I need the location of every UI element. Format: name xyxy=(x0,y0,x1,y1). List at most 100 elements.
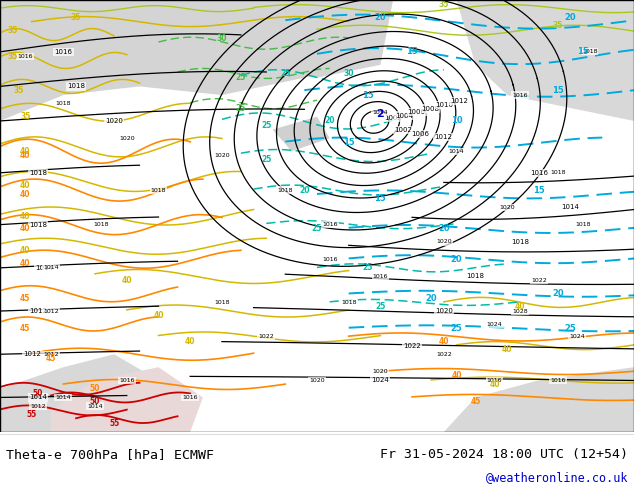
Text: 1016: 1016 xyxy=(55,49,72,55)
Text: 40: 40 xyxy=(185,337,195,346)
Text: 40: 40 xyxy=(502,345,512,354)
Text: 1024: 1024 xyxy=(487,321,502,326)
Polygon shape xyxy=(190,0,393,78)
Text: 1020: 1020 xyxy=(119,136,134,141)
Text: 40: 40 xyxy=(515,302,525,311)
Text: 1022: 1022 xyxy=(403,343,421,348)
Text: 35: 35 xyxy=(8,51,18,61)
Text: 1018: 1018 xyxy=(278,188,293,193)
Text: 1002: 1002 xyxy=(385,115,403,122)
Text: 55: 55 xyxy=(27,410,37,419)
Text: 1020: 1020 xyxy=(105,118,123,124)
Text: 1018: 1018 xyxy=(67,83,85,89)
Text: 1018: 1018 xyxy=(214,300,230,305)
Text: 1016: 1016 xyxy=(322,257,337,262)
Text: 1004: 1004 xyxy=(395,113,413,119)
Text: 1008: 1008 xyxy=(421,105,439,112)
Text: 1028: 1028 xyxy=(512,309,527,314)
Text: 1018: 1018 xyxy=(29,170,47,176)
Text: 25: 25 xyxy=(280,69,290,78)
Text: 35: 35 xyxy=(8,26,18,35)
Text: 35: 35 xyxy=(20,112,30,121)
Text: 1014: 1014 xyxy=(449,148,464,154)
Text: 1018: 1018 xyxy=(29,221,47,228)
Text: 20: 20 xyxy=(552,289,564,298)
Text: 25: 25 xyxy=(236,103,246,113)
Text: 45: 45 xyxy=(46,354,56,363)
Text: 1016: 1016 xyxy=(322,222,337,227)
Text: 1016: 1016 xyxy=(183,395,198,400)
Text: 1018: 1018 xyxy=(576,222,591,227)
Text: 35: 35 xyxy=(14,86,24,95)
Text: 1018: 1018 xyxy=(550,171,566,175)
Text: 1014: 1014 xyxy=(43,266,58,270)
Text: 1012: 1012 xyxy=(23,351,41,357)
Text: 20: 20 xyxy=(375,13,386,22)
Text: 1018: 1018 xyxy=(467,273,484,279)
Text: 15: 15 xyxy=(343,138,354,147)
Text: 25: 25 xyxy=(363,263,373,272)
Text: 1022: 1022 xyxy=(531,278,547,283)
Text: Fr 31-05-2024 18:00 UTC (12+54): Fr 31-05-2024 18:00 UTC (12+54) xyxy=(380,447,628,461)
Text: 45: 45 xyxy=(20,294,30,303)
Text: 40: 40 xyxy=(451,371,462,380)
Text: 15: 15 xyxy=(406,48,418,56)
Text: 25: 25 xyxy=(375,302,385,311)
Text: 25: 25 xyxy=(565,324,576,333)
Text: 30: 30 xyxy=(217,34,227,44)
Text: 15: 15 xyxy=(375,194,386,203)
Text: 1010: 1010 xyxy=(435,102,453,108)
Text: @weatheronline.co.uk: @weatheronline.co.uk xyxy=(486,471,628,484)
Text: 35: 35 xyxy=(439,0,449,9)
Text: 1024: 1024 xyxy=(569,335,585,340)
Text: 1014: 1014 xyxy=(29,394,47,400)
Text: 1018: 1018 xyxy=(94,222,109,227)
Text: 1016: 1016 xyxy=(487,378,502,383)
Polygon shape xyxy=(456,0,634,121)
Text: 1012: 1012 xyxy=(450,98,468,104)
Text: 1016: 1016 xyxy=(530,170,548,176)
Text: 40: 40 xyxy=(20,181,30,190)
Text: 25: 25 xyxy=(236,74,246,82)
Text: 35: 35 xyxy=(71,13,81,22)
Text: 20: 20 xyxy=(438,224,450,233)
Text: 1014: 1014 xyxy=(56,395,71,400)
Text: 15: 15 xyxy=(533,186,545,195)
Text: 20: 20 xyxy=(451,255,462,264)
Text: 30: 30 xyxy=(344,69,354,78)
Text: 40: 40 xyxy=(20,147,30,156)
Text: 1022: 1022 xyxy=(259,335,274,340)
Text: 1012: 1012 xyxy=(43,309,58,314)
Text: 1014: 1014 xyxy=(562,204,579,210)
Text: 50: 50 xyxy=(90,384,100,393)
Text: 1020: 1020 xyxy=(373,369,388,374)
Text: 25: 25 xyxy=(261,121,271,130)
Text: 20: 20 xyxy=(425,294,437,303)
Text: 50: 50 xyxy=(33,389,43,397)
Text: 20: 20 xyxy=(325,117,335,125)
Text: 40: 40 xyxy=(489,380,500,389)
Text: 1018: 1018 xyxy=(151,188,166,193)
Text: 1006: 1006 xyxy=(408,109,425,115)
Text: 1018: 1018 xyxy=(56,101,71,106)
Text: 1018: 1018 xyxy=(511,239,529,245)
Text: 1016: 1016 xyxy=(373,274,388,279)
Polygon shape xyxy=(273,117,330,151)
Text: 40: 40 xyxy=(20,151,30,160)
Text: 50: 50 xyxy=(90,397,100,406)
Text: 1012: 1012 xyxy=(30,404,46,409)
Text: 40: 40 xyxy=(20,224,30,233)
Text: 1020: 1020 xyxy=(435,308,453,314)
Text: 20: 20 xyxy=(565,13,576,22)
Text: 1012: 1012 xyxy=(29,308,47,314)
Text: Theta-e 700hPa [hPa] ECMWF: Theta-e 700hPa [hPa] ECMWF xyxy=(6,447,214,461)
Text: 45: 45 xyxy=(470,397,481,406)
Text: 40: 40 xyxy=(20,246,30,255)
Text: 40: 40 xyxy=(20,190,30,199)
Text: 1022: 1022 xyxy=(436,352,451,357)
Text: 55: 55 xyxy=(109,419,119,428)
Text: 20: 20 xyxy=(299,186,309,195)
Text: 1016: 1016 xyxy=(550,378,566,383)
Text: 1014: 1014 xyxy=(87,404,103,409)
Text: 1020: 1020 xyxy=(500,205,515,210)
